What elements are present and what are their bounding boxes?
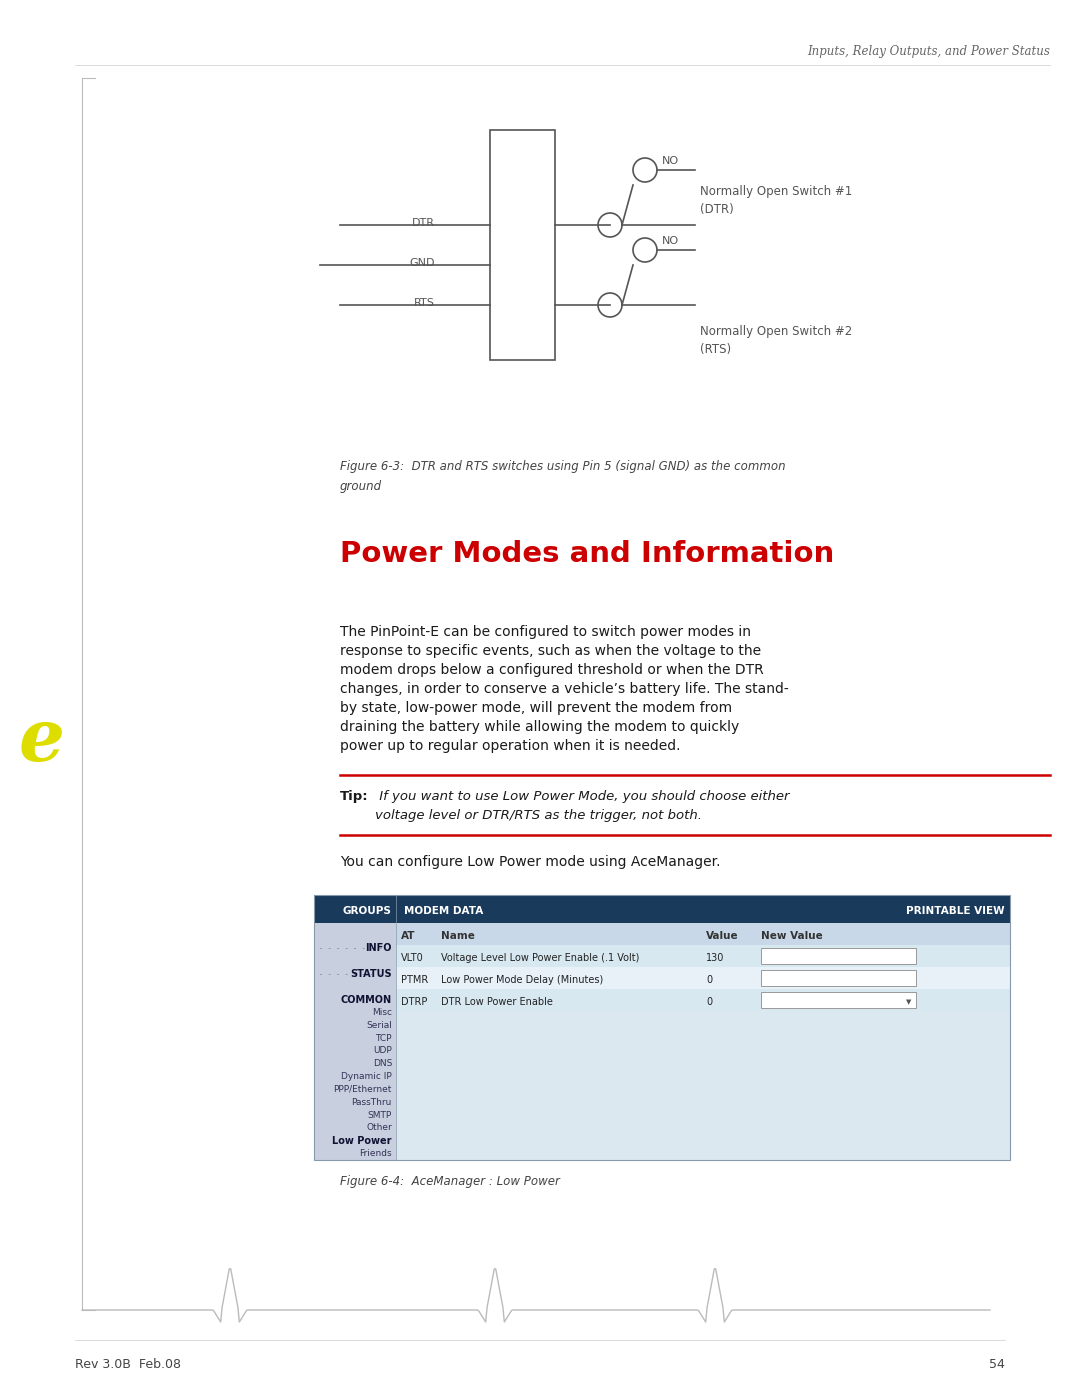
Text: response to specific events, such as when the voltage to the: response to specific events, such as whe… [340,644,761,658]
Text: GND: GND [409,258,435,268]
Text: Inputs, Relay Outputs, and Power Status: Inputs, Relay Outputs, and Power Status [807,46,1050,59]
Bar [761,970,916,986]
Text: e: e [19,704,65,775]
Text: Figure 6-3:  DTR and RTS switches using Pin 5 (signal GND) as the common: Figure 6-3: DTR and RTS switches using P… [340,460,785,474]
Text: NO: NO [662,236,679,246]
Text: power up to regular operation when it is needed.: power up to regular operation when it is… [340,739,680,753]
Text: by state, low-power mode, will prevent the modem from: by state, low-power mode, will prevent t… [340,701,732,715]
Text: Power Modes and Information: Power Modes and Information [340,541,834,569]
Text: Normally Open Switch #2
(RTS): Normally Open Switch #2 (RTS) [700,326,852,356]
Text: Low Power Mode Delay (Minutes): Low Power Mode Delay (Minutes) [441,975,604,985]
Text: Friends: Friends [360,1150,392,1158]
Text: MODEM DATA: MODEM DATA [404,907,483,916]
Text: You can configure Low Power mode using AceManager.: You can configure Low Power mode using A… [340,855,720,869]
Text: ▼: ▼ [906,999,912,1004]
Text: Normally Open Switch #1
(DTR): Normally Open Switch #1 (DTR) [700,184,852,215]
Text: The PinPoint-E can be configured to switch power modes in: The PinPoint-E can be configured to swit… [340,624,751,638]
Text: Serial: Serial [366,1021,392,1030]
Text: TCP: TCP [376,1034,392,1042]
Bar [396,944,1010,967]
Text: PPP/Ethernet: PPP/Ethernet [334,1085,392,1094]
Text: NO: NO [662,156,679,166]
Bar [396,967,1010,989]
Text: Low Power: Low Power [333,1136,392,1146]
Text: PRINTABLE VIEW: PRINTABLE VIEW [906,907,1005,916]
Text: RTS: RTS [414,298,435,307]
Text: Voltage Level Low Power Enable (.1 Volt): Voltage Level Low Power Enable (.1 Volt) [441,953,639,963]
Text: COMMON: COMMON [341,995,392,1004]
Text: Figure 6-4:  AceManager : Low Power: Figure 6-4: AceManager : Low Power [340,1175,559,1187]
Text: Misc: Misc [372,1007,392,1017]
Text: changes, in order to conserve a vehicle’s battery life. The stand-: changes, in order to conserve a vehicle’… [340,682,788,696]
Bar [396,944,1010,1160]
Bar [314,895,1010,1160]
Text: If you want to use Low Power Mode, you should choose either
voltage level or DTR: If you want to use Low Power Mode, you s… [375,789,789,821]
Text: SMTP: SMTP [368,1111,392,1119]
Text: New Value: New Value [761,930,823,942]
Bar [761,949,916,964]
Text: Value: Value [706,930,739,942]
Text: STATUS: STATUS [350,970,392,979]
Text: Tip:: Tip: [340,789,368,803]
Text: 0: 0 [706,975,712,985]
Text: draining the battery while allowing the modem to quickly: draining the battery while allowing the … [340,719,739,733]
Text: 130: 130 [706,953,725,963]
Text: Rev 3.0B  Feb.08: Rev 3.0B Feb.08 [75,1358,181,1372]
Text: 54: 54 [989,1358,1005,1372]
Text: Other: Other [366,1123,392,1133]
Text: PassThru: PassThru [352,1098,392,1106]
Text: PTMR: PTMR [401,975,429,985]
Bar [396,923,1010,944]
Bar [314,923,396,1160]
Bar [396,989,1010,1011]
Text: Dynamic IP: Dynamic IP [341,1071,392,1081]
Text: ground: ground [340,481,382,493]
Text: Name: Name [441,930,475,942]
Text: DNS: DNS [373,1059,392,1069]
Bar [761,992,916,1009]
Text: modem drops below a configured threshold or when the DTR: modem drops below a configured threshold… [340,664,764,678]
Text: GROUPS: GROUPS [342,907,391,916]
Text: VLT0: VLT0 [401,953,423,963]
Bar [314,895,1010,923]
Text: DTR Low Power Enable: DTR Low Power Enable [441,997,553,1007]
Text: UDP: UDP [374,1046,392,1055]
Text: - - - - - - - - -: - - - - - - - - - [319,946,391,951]
Bar [490,130,555,360]
Text: INFO: INFO [365,943,392,953]
Text: DTR: DTR [411,218,435,228]
Text: AT: AT [401,930,416,942]
Text: 0: 0 [706,997,712,1007]
Text: DTRP: DTRP [401,997,428,1007]
Text: - - - - - - - - -: - - - - - - - - - [319,971,391,977]
